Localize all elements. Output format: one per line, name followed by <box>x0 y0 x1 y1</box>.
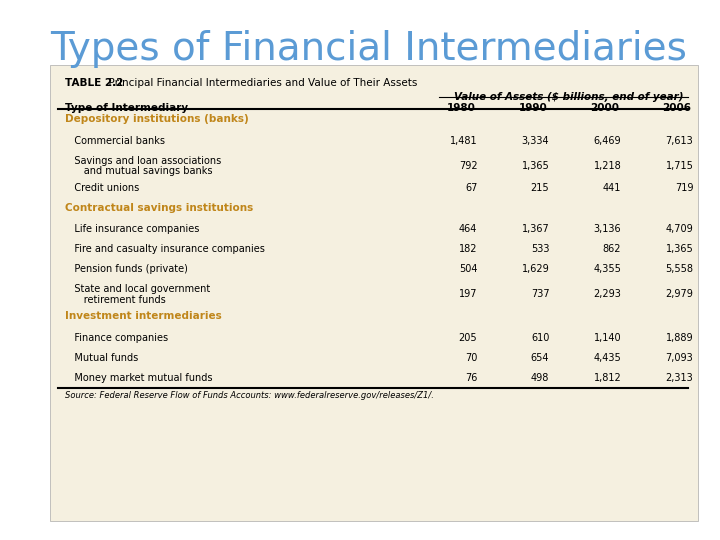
Text: 1,715: 1,715 <box>665 161 693 171</box>
Text: 182: 182 <box>459 244 477 254</box>
Text: Commercial banks: Commercial banks <box>65 136 165 146</box>
Text: 1,365: 1,365 <box>665 244 693 254</box>
Text: Mutual funds: Mutual funds <box>65 353 138 363</box>
Text: 67: 67 <box>465 183 477 193</box>
Text: 719: 719 <box>675 183 693 193</box>
Text: 2000: 2000 <box>590 103 619 113</box>
Text: 1,365: 1,365 <box>521 161 549 171</box>
Text: 2006: 2006 <box>662 103 691 113</box>
Text: 2,293: 2,293 <box>593 289 621 300</box>
Text: 76: 76 <box>465 373 477 383</box>
Text: 4,709: 4,709 <box>665 224 693 234</box>
Text: 70: 70 <box>465 353 477 363</box>
Text: 464: 464 <box>459 224 477 234</box>
Text: 533: 533 <box>531 244 549 254</box>
Text: 5,558: 5,558 <box>665 264 693 274</box>
Text: 498: 498 <box>531 373 549 383</box>
Text: 3,334: 3,334 <box>522 136 549 146</box>
Text: 1,629: 1,629 <box>521 264 549 274</box>
Text: 1980: 1980 <box>446 103 475 113</box>
Text: retirement funds: retirement funds <box>65 295 166 305</box>
Text: Source: Federal Reserve Flow of Funds Accounts: www.federalreserve.gov/releases/: Source: Federal Reserve Flow of Funds Ac… <box>65 391 433 400</box>
Text: 215: 215 <box>531 183 549 193</box>
Text: 1,481: 1,481 <box>450 136 477 146</box>
Text: Types of Financial Intermediaries: Types of Financial Intermediaries <box>50 30 688 68</box>
Text: Pension funds (private): Pension funds (private) <box>65 264 188 274</box>
Text: Contractual savings institutions: Contractual savings institutions <box>65 202 253 213</box>
Text: 441: 441 <box>603 183 621 193</box>
Text: Depository institutions (banks): Depository institutions (banks) <box>65 114 248 124</box>
Text: 1,218: 1,218 <box>593 161 621 171</box>
Text: 2,313: 2,313 <box>665 373 693 383</box>
Text: 4,355: 4,355 <box>593 264 621 274</box>
Text: Fire and casualty insurance companies: Fire and casualty insurance companies <box>65 244 265 254</box>
Text: and mutual savings banks: and mutual savings banks <box>65 166 212 177</box>
Text: 737: 737 <box>531 289 549 300</box>
Text: Credit unions: Credit unions <box>65 183 139 193</box>
Text: 7,613: 7,613 <box>665 136 693 146</box>
Text: Investment intermediaries: Investment intermediaries <box>65 311 222 321</box>
Text: 197: 197 <box>459 289 477 300</box>
Text: 1,367: 1,367 <box>521 224 549 234</box>
Text: 1,812: 1,812 <box>593 373 621 383</box>
Text: 2,979: 2,979 <box>665 289 693 300</box>
Text: 654: 654 <box>531 353 549 363</box>
Text: 6,469: 6,469 <box>594 136 621 146</box>
Text: 504: 504 <box>459 264 477 274</box>
Text: 4,435: 4,435 <box>593 353 621 363</box>
Text: 862: 862 <box>603 244 621 254</box>
Text: Principal Financial Intermediaries and Value of Their Assets: Principal Financial Intermediaries and V… <box>102 78 418 88</box>
Text: 610: 610 <box>531 333 549 343</box>
Text: 1,889: 1,889 <box>666 333 693 343</box>
Text: Finance companies: Finance companies <box>65 333 168 343</box>
Text: 205: 205 <box>459 333 477 343</box>
Text: Life insurance companies: Life insurance companies <box>65 224 199 234</box>
Text: 3,136: 3,136 <box>594 224 621 234</box>
Text: 1,140: 1,140 <box>594 333 621 343</box>
Text: 7,093: 7,093 <box>665 353 693 363</box>
Text: 1990: 1990 <box>518 103 547 113</box>
Text: State and local government: State and local government <box>65 284 210 294</box>
Text: 792: 792 <box>459 161 477 171</box>
Text: Money market mutual funds: Money market mutual funds <box>65 373 212 383</box>
Text: TABLE 2.2: TABLE 2.2 <box>65 78 123 88</box>
Text: Savings and loan associations: Savings and loan associations <box>65 156 221 166</box>
Text: Type of Intermediary: Type of Intermediary <box>65 103 188 113</box>
Text: Value of Assets ($ billions, end of year): Value of Assets ($ billions, end of year… <box>454 92 683 103</box>
